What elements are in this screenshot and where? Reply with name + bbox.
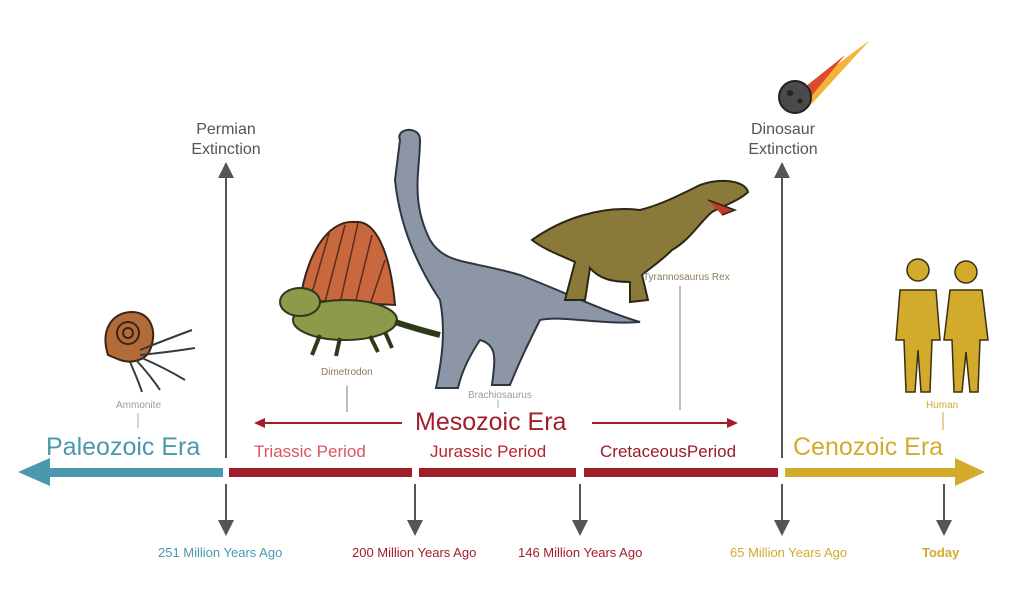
human-female-icon — [943, 260, 989, 393]
cenozoic-bar — [785, 458, 985, 486]
date-146-label: 146 Million Years Ago — [518, 545, 643, 560]
dinosaur-extinction-label: Dinosaur Extinction — [733, 120, 833, 160]
cenozoic-era-label: Cenozoic Era — [793, 433, 944, 461]
permian-extinction-line2: Extinction — [191, 141, 261, 158]
dinosaur-extinction-line2: Extinction — [748, 141, 818, 158]
date-65-label: 65 Million Years Ago — [730, 545, 848, 560]
cenozoic-arrow-icon — [955, 458, 985, 486]
triassic-period-label: Triassic Period — [254, 442, 366, 461]
jurassic-bar — [419, 468, 576, 477]
meteor-icon — [778, 40, 870, 114]
mesozoic-span-arrow-right — [592, 418, 738, 428]
date-251-label: 251 Million Years Ago — [158, 545, 283, 560]
dimetrodon-label: Dimetrodon — [321, 367, 373, 378]
human-label: Human — [926, 400, 959, 411]
brachiosaurus-icon — [393, 128, 641, 389]
ammonite-label: Ammonite — [116, 400, 162, 411]
triassic-bar — [229, 468, 412, 477]
jurassic-period-label: Jurassic Period — [430, 442, 547, 461]
paleozoic-bar — [18, 458, 223, 486]
dimetrodon-icon — [279, 220, 441, 357]
paleozoic-arrow-icon — [18, 458, 50, 486]
mesozoic-era-label: Mesozoic Era — [415, 408, 567, 436]
trex-icon — [530, 179, 750, 304]
date-today-label: Today — [922, 545, 960, 560]
date-200-label: 200 Million Years Ago — [352, 545, 477, 560]
mesozoic-span-arrow-left — [254, 418, 402, 428]
cretaceous-period-label: CretaceousPeriod — [600, 442, 737, 461]
trex-label: Tyrannosaurus Rex — [643, 272, 730, 283]
dinosaur-extinction-line1: Dinosaur — [750, 121, 816, 138]
ammonite-icon — [104, 310, 196, 393]
paleozoic-era-label: Paleozoic Era — [46, 433, 201, 461]
permian-extinction-line1: Permian — [196, 121, 256, 138]
cretaceous-bar — [584, 468, 778, 477]
permian-extinction-label: Permian Extinction — [176, 120, 276, 160]
brachiosaurus-label: Brachiosaurus — [468, 390, 532, 401]
human-male-icon — [895, 258, 941, 393]
